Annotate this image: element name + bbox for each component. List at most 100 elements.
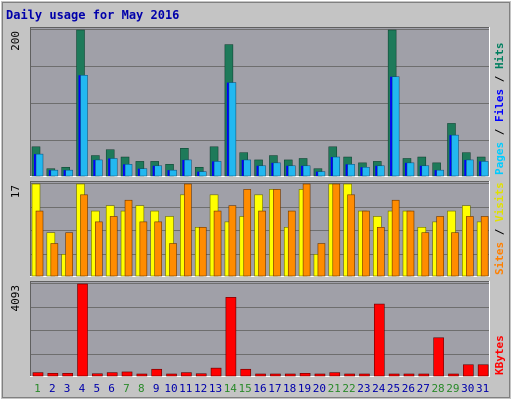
bar-pages [436,169,444,177]
day-label: 26 [402,382,415,395]
bar-kbytes [433,337,444,377]
day-label: 11 [179,382,192,395]
bar-kbytes [151,368,163,377]
day-label: 13 [209,382,222,395]
bar-kbytes [62,373,73,377]
bar-pages [184,159,192,177]
bar-sites [347,194,355,277]
legend-entry: Visits [493,182,506,222]
bar-sites [436,216,444,277]
bar-sites [332,183,341,277]
day-label: 7 [123,382,130,395]
day-label: 25 [387,382,400,395]
bar-pages [65,169,73,177]
day-label: 3 [64,382,71,395]
day-label: 30 [461,382,474,395]
bar-sites [80,194,88,277]
bar-pages [213,161,222,177]
bar-pages [169,169,177,177]
bar-pages [451,134,459,177]
bar-kbytes [329,372,341,377]
bar-pages [302,165,311,177]
bar-pages [35,153,44,177]
bar-sites [35,210,44,277]
bar-kbytes [225,297,237,377]
day-label: 1 [34,382,41,395]
bar-pages [109,158,118,177]
day-label: 29 [446,382,459,395]
legend-entry: Files [493,89,506,122]
panel-legend: KBytes [493,335,506,375]
legend-entry: Hits [493,43,506,70]
bar-kbytes [388,373,400,377]
chart-title: Daily usage for May 2016 [6,8,179,22]
bar-kbytes [284,373,296,377]
bar-kbytes [195,373,207,377]
bar-sites [243,189,252,277]
panel-max-label: 17 [9,185,22,198]
bar-pages [406,162,415,177]
day-label: 6 [108,382,115,395]
bar-sites [169,243,177,277]
day-label: 31 [476,382,489,395]
bar-pages [139,168,148,177]
day-label: 10 [164,382,177,395]
bar-sites [302,183,311,277]
bar-pages [273,162,281,177]
day-label: 23 [357,382,370,395]
bar-pages [288,165,296,177]
panel-max-label: 4093 [9,285,22,312]
bar-pages [243,159,251,177]
bar-kbytes [92,373,103,377]
day-labels: 1 2 3 4 5 6 7 8 9 10 11 12 13 14 15 16 17 18 19 20 21 22 23 24 2… [34,382,489,395]
bar-pages [80,75,88,177]
day-label: 9 [153,382,160,395]
bar-pages [198,171,207,177]
legend-entry: / [493,222,506,242]
bars-hits_files_pages [31,29,489,177]
bar-kbytes [255,373,266,377]
bar-sites [391,199,400,277]
bar-sites [362,210,370,277]
bar-sites [154,221,163,277]
bar-pages [258,165,266,177]
panel-max-label: 200 [9,31,22,51]
panel-legend: Pages / Files / Hits [493,43,506,176]
bar-kbytes [106,372,118,377]
bar-pages [391,76,400,177]
bars-kbytes [32,283,489,377]
bar-sites [258,210,266,277]
day-label: 2 [49,382,56,395]
day-label: 21 [328,382,341,395]
bar-sites [466,216,474,277]
day-label: 8 [138,382,145,395]
day-label: 27 [417,382,430,395]
bar-pages [50,169,59,177]
bar-sites [273,189,281,277]
bar-sites [287,210,296,277]
panel-kbytes: 4093 KBytes [9,281,506,377]
legend-entry: Pages [493,142,506,175]
bar-sites [198,226,207,277]
bar-kbytes [166,373,177,377]
panel-background [30,27,490,177]
bar-pages [154,165,162,177]
bar-sites [184,183,192,277]
bars-visits_sites [31,183,489,277]
bar-sites [406,210,415,277]
bar-kbytes [314,373,326,377]
legend-entry: / [493,122,506,142]
day-label: 12 [194,382,207,395]
bar-kbytes [181,372,192,377]
panel-visits_sites: 17 Sites / Visits [9,181,506,277]
day-label: 15 [239,382,252,395]
bar-kbytes [136,373,148,377]
day-label: 24 [372,382,386,395]
bar-kbytes [448,373,459,377]
legend-entry: Sites [493,242,506,275]
bar-pages [377,165,385,177]
day-label: 5 [93,382,100,395]
chart-panels: 200 Pages / Files / Hits 17 Sites / Visits 4… [9,27,506,377]
